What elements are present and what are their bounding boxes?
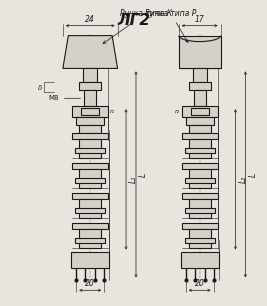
Bar: [185, 237, 215, 243]
Bar: [75, 178, 105, 183]
Bar: [72, 106, 108, 117]
Bar: [72, 223, 108, 229]
Bar: [72, 163, 108, 169]
Bar: [185, 208, 215, 213]
Bar: [79, 125, 101, 133]
Bar: [189, 125, 211, 133]
Text: δ: δ: [38, 85, 43, 91]
Bar: [189, 199, 211, 218]
Bar: [182, 106, 218, 117]
Text: 20: 20: [195, 279, 205, 288]
Bar: [76, 117, 104, 125]
Bar: [81, 108, 99, 115]
Bar: [189, 82, 211, 90]
Bar: [182, 193, 218, 199]
Text: Ручка типа К: Ручка типа К: [103, 9, 172, 43]
Bar: [182, 223, 218, 229]
Bar: [189, 139, 211, 158]
Bar: [182, 133, 218, 139]
Bar: [83, 69, 97, 82]
Bar: [189, 229, 211, 248]
Bar: [71, 252, 109, 268]
Bar: [193, 69, 207, 82]
Bar: [185, 178, 215, 183]
Text: М8: М8: [48, 95, 80, 101]
Text: r₂: r₂: [175, 109, 180, 114]
Text: L: L: [248, 172, 257, 177]
Bar: [189, 169, 211, 188]
Text: L: L: [139, 172, 148, 177]
Text: L₁: L₁: [129, 176, 138, 183]
Bar: [179, 35, 221, 69]
Text: L₂: L₂: [238, 176, 248, 183]
Bar: [84, 90, 96, 106]
Polygon shape: [63, 35, 117, 69]
Bar: [186, 117, 214, 125]
Bar: [72, 133, 108, 139]
Text: ЛГ2: ЛГ2: [117, 13, 150, 28]
Bar: [72, 193, 108, 199]
Text: 24: 24: [85, 15, 95, 24]
Bar: [191, 108, 209, 115]
Bar: [75, 237, 105, 243]
Text: 17: 17: [195, 15, 205, 24]
Bar: [75, 148, 105, 153]
Bar: [181, 252, 219, 268]
Text: r₁: r₁: [110, 109, 115, 114]
Bar: [79, 82, 101, 90]
Bar: [185, 148, 215, 153]
Bar: [75, 208, 105, 213]
Bar: [79, 199, 101, 218]
Bar: [182, 163, 218, 169]
Bar: [79, 169, 101, 188]
Bar: [79, 229, 101, 248]
Text: Ручка типа Р: Ручка типа Р: [145, 9, 196, 43]
Bar: [194, 90, 206, 106]
Bar: [79, 139, 101, 158]
Text: 20: 20: [85, 279, 95, 288]
